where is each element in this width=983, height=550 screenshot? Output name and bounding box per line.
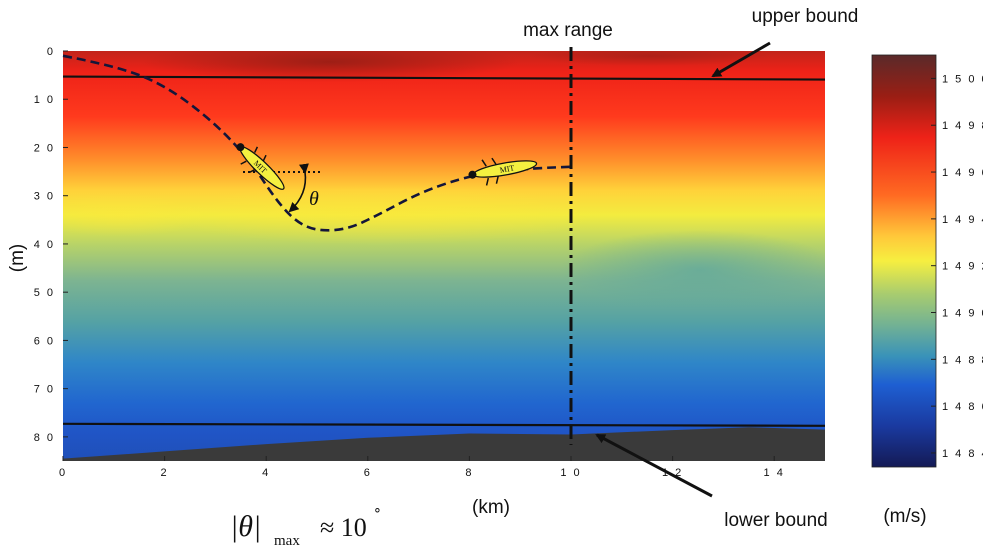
x-tick-label: 0 (59, 467, 67, 479)
upper-bound-label: upper bound (752, 6, 859, 27)
svg-text:∘: ∘ (373, 503, 382, 518)
x-tick-label: 2 (161, 467, 169, 479)
svg-text:|θ|: |θ| (230, 510, 261, 543)
vehicle-label-level: MIT (499, 163, 515, 174)
y-tick-label: 3 0 (34, 191, 55, 203)
svg-text:max: max (274, 533, 300, 549)
upper-bound-arrow (711, 41, 771, 78)
colorbar-tick-label: 1 4 8 4 (942, 448, 983, 460)
x-tick-label: 1 4 (764, 467, 785, 479)
sound-speed-field (63, 51, 825, 461)
max-range-label: max range (523, 20, 613, 41)
colorbar: 1 5 0 0 1 4 9 8 1 4 9 6 1 4 9 4 1 4 9 2 1 4 9… (871, 54, 983, 527)
lower-bound-label: lower bound (724, 510, 828, 531)
y-tick-label: 6 0 (34, 335, 55, 347)
colorbar-tick-label: 1 5 0 0 (942, 73, 983, 85)
y-tick-label: 2 0 (34, 142, 55, 154)
theta-arc (288, 163, 309, 213)
x-axis: 0 2 4 6 8 1 0 1 2 1 4 (59, 456, 785, 479)
y-tick-label: 7 0 (34, 384, 55, 396)
y-axis-label: (m) (7, 244, 28, 272)
colorbar-tick-label: 1 4 8 8 (942, 354, 983, 366)
upper-bound-line (62, 75, 826, 81)
seabed (63, 427, 825, 461)
lower-bound-arrow (595, 433, 713, 498)
vehicle-level: MIT (468, 157, 538, 186)
x-tick-label: 1 0 (560, 467, 581, 479)
lower-bound-line (62, 422, 826, 427)
svg-text:≈ 10: ≈ 10 (320, 513, 367, 542)
x-tick-label: 6 (364, 467, 372, 479)
theta-max-equation: |θ| max ≈ 10 ∘ (230, 503, 382, 549)
y-tick-label: 1 0 (34, 94, 55, 106)
x-axis-label: (km) (472, 497, 510, 518)
y-tick-label: 8 0 (34, 432, 55, 444)
colorbar-tick-label: 1 4 9 0 (942, 308, 983, 320)
colorbar-tick-label: 1 4 9 2 (942, 261, 983, 273)
x-tick-label: 8 (465, 467, 473, 479)
colorbar-gradient (871, 54, 937, 468)
colorbar-unit-label: (m/s) (883, 506, 926, 527)
x-tick-label: 1 2 (662, 467, 683, 479)
x-tick-label: 4 (262, 467, 270, 479)
vehicle-diving: MIT (236, 143, 285, 190)
colorbar-tick-label: 1 4 9 8 (942, 120, 983, 132)
colorbar-ticks: 1 5 0 0 1 4 9 8 1 4 9 6 1 4 9 4 1 4 9 2 1 4 9… (931, 73, 983, 460)
y-tick-label: 4 0 (34, 239, 55, 251)
y-axis: 0 1 0 2 0 3 0 4 0 5 0 6 0 7 0 8 0 (34, 46, 68, 444)
colorbar-tick-label: 1 4 9 4 (942, 214, 983, 226)
theta-label: θ (309, 188, 319, 210)
y-tick-label: 5 0 (34, 287, 55, 299)
y-tick-label: 0 (47, 46, 55, 58)
colorbar-tick-label: 1 4 9 6 (942, 167, 983, 179)
colorbar-tick-label: 1 4 8 6 (942, 401, 983, 413)
